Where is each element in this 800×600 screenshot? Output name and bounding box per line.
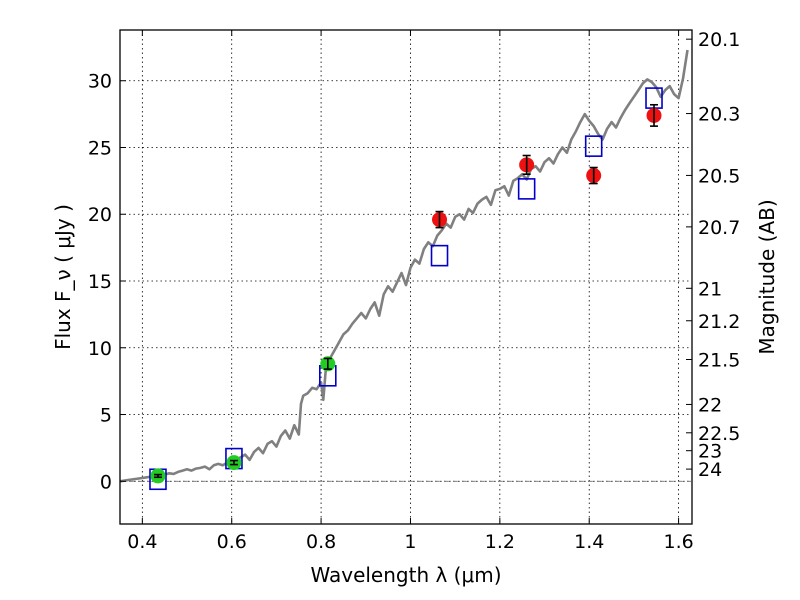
y-axis: 0 5 10 15 20 25 30: [88, 71, 126, 493]
plot-frame: [119, 29, 693, 525]
magnitude-tick-label: 23: [698, 441, 722, 463]
magnitude-axis-label: Magnitude (AB): [755, 199, 779, 354]
plot-area: [119, 49, 689, 491]
y-tick-label: 20: [88, 204, 112, 226]
magnitude-tick-label: 22: [698, 394, 722, 416]
x-tick-label: 1.2: [485, 531, 515, 553]
magnitude-tick-label: 20.5: [698, 165, 740, 187]
magnitude-tick-label: 24: [698, 459, 722, 481]
magnitude-tick-label: 20.3: [698, 104, 740, 126]
y-tick-label: 5: [100, 405, 112, 427]
model-photometry-square: [430, 244, 449, 267]
x-axis-label: Wavelength λ (μm): [310, 563, 501, 587]
y-tick-label: 15: [88, 271, 112, 293]
x-tick-label: 0.4: [127, 531, 157, 553]
x-tick-label: 1: [404, 531, 416, 553]
grid: [120, 30, 692, 524]
magnitude-tick-label: 20.1: [698, 29, 740, 51]
magnitude-tick-label: 20.7: [698, 217, 740, 239]
magnitude-tick-label: 22.5: [698, 423, 740, 445]
x-tick-label: 0.8: [306, 531, 336, 553]
model-photometry-square: [517, 178, 536, 200]
y-tick-label: 10: [88, 338, 112, 360]
x-tick-label: 1.4: [574, 531, 604, 553]
y-tick-label: 0: [100, 471, 112, 493]
magnitude-tick-label: 21.2: [698, 311, 740, 333]
x-tick-label: 1.6: [663, 531, 693, 553]
y-tick-label: 30: [88, 71, 112, 93]
x-axis: 0.4 0.6 0.8 1 1.2 1.4 1.6: [127, 30, 694, 553]
x-tick-label: 0.6: [217, 531, 247, 553]
model-photometry-square: [584, 135, 603, 157]
magnitude-tick-label: 21.5: [698, 350, 740, 372]
y-axis-label: Flux F_ν ( μJy ): [51, 204, 75, 350]
y-tick-label: 25: [88, 137, 112, 159]
magnitude-tick-label: 21: [698, 278, 722, 300]
